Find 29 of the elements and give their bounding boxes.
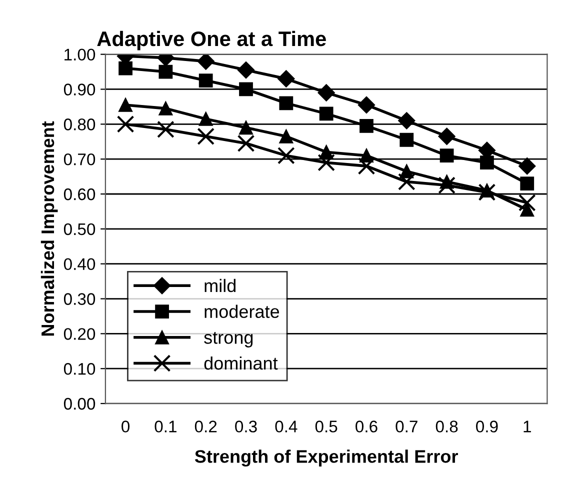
y-tick-label: 1.00 bbox=[64, 48, 96, 61]
x-tick-label: 1 bbox=[524, 420, 531, 432]
y-tick-label: 0.70 bbox=[64, 153, 96, 166]
y-tick-label: 0.20 bbox=[64, 328, 96, 340]
x-tick-label: 0.4 bbox=[275, 420, 298, 432]
y-tick-label: 0.60 bbox=[64, 188, 96, 200]
y-axis-title: Normalized Improvement bbox=[40, 121, 58, 336]
x-tick-label: 0.6 bbox=[356, 420, 378, 432]
x-axis-title: Strength of Experimental Error bbox=[194, 450, 458, 467]
x-tick-label: 0.9 bbox=[476, 420, 498, 432]
y-tick-label: 0.30 bbox=[64, 293, 96, 305]
x-tick-label: 0.2 bbox=[194, 420, 217, 432]
legend-label: dominant bbox=[204, 356, 278, 370]
legend-label: moderate bbox=[204, 304, 280, 318]
legend-label: mild bbox=[204, 278, 236, 292]
x-tick-label: 0.8 bbox=[436, 420, 458, 432]
y-tick-label: 0.90 bbox=[64, 84, 96, 96]
x-tick-label: 0.7 bbox=[396, 420, 418, 432]
y-tick-label: 0.40 bbox=[64, 258, 96, 270]
y-tick-label: 0.00 bbox=[64, 398, 96, 410]
x-tick-label: 0.1 bbox=[154, 420, 176, 432]
x-tick-label: 0.5 bbox=[315, 420, 338, 432]
y-tick-label: 0.80 bbox=[64, 118, 96, 130]
chart-title: Adaptive One at a Time bbox=[97, 30, 326, 50]
y-tick-label: 0.10 bbox=[64, 363, 96, 375]
x-tick-label: 0 bbox=[122, 420, 130, 432]
x-tick-label: 0.3 bbox=[235, 420, 257, 432]
y-tick-label: 0.50 bbox=[64, 223, 96, 236]
legend-label: strong bbox=[204, 332, 253, 348]
